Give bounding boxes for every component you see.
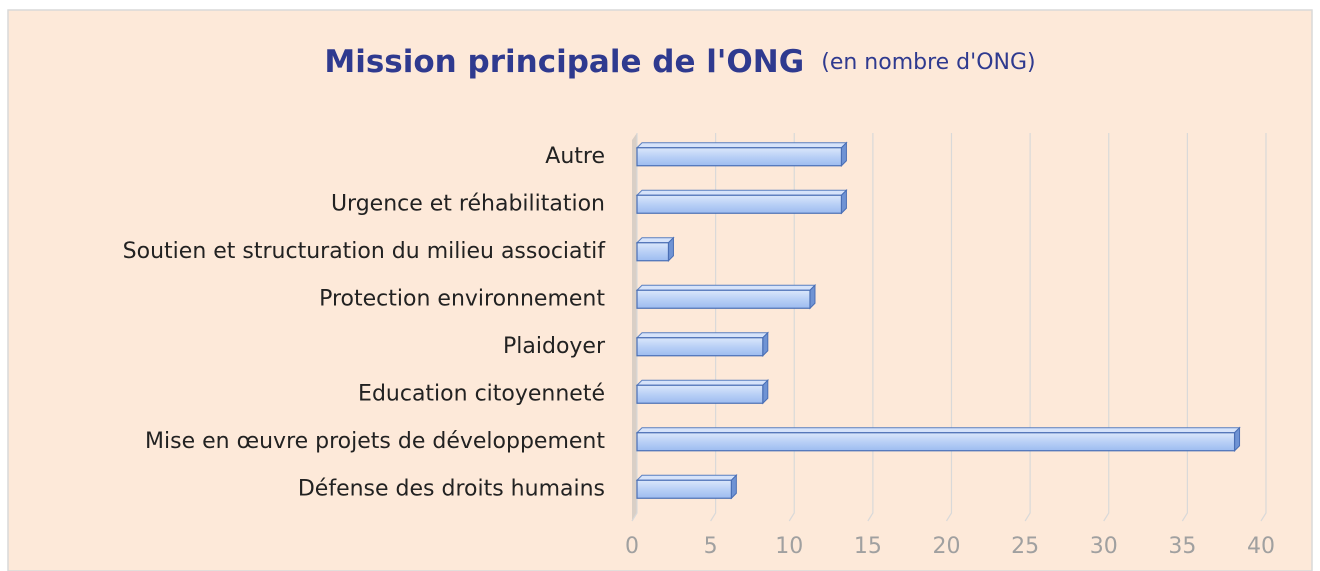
grid-line <box>1103 133 1110 522</box>
grid-line <box>710 133 717 522</box>
y-tick-label: Mise en œuvre projets de développement <box>145 429 605 454</box>
x-tick-label: 25 <box>1011 534 1039 559</box>
chart-subtitle: (en nombre d'ONG) <box>821 50 1035 75</box>
x-tick-label: 35 <box>1168 534 1196 559</box>
bar <box>636 289 811 309</box>
bar <box>636 432 1236 452</box>
bar <box>636 384 764 404</box>
y-tick-label: Education citoyenneté <box>358 381 605 406</box>
x-tick-label: 15 <box>854 534 882 559</box>
bar-top <box>635 474 738 481</box>
chart-heading: Mission principale de l'ONG (en nombre d… <box>324 44 1035 80</box>
grid-line <box>945 133 953 522</box>
bar <box>636 337 764 357</box>
bar-top <box>635 427 1241 434</box>
bar <box>636 194 843 214</box>
y-tick-label: Protection environnement <box>319 286 605 311</box>
grid-line <box>1181 133 1188 522</box>
bar-top <box>635 189 848 196</box>
grid-line <box>1024 133 1031 522</box>
x-tick-label: 5 <box>704 534 718 559</box>
x-tick-label: 30 <box>1090 534 1118 559</box>
y-tick-label: Défense des droits humains <box>298 476 605 501</box>
bar <box>636 479 732 499</box>
x-tick-label: 20 <box>933 534 961 559</box>
bar-top <box>635 284 817 291</box>
bar-top <box>635 332 770 339</box>
x-tick-label: 0 <box>625 534 639 559</box>
axis-wall <box>632 133 637 520</box>
y-tick-label: Plaidoyer <box>503 334 606 359</box>
y-tick-label: Soutien et structuration du milieu assoc… <box>123 239 607 264</box>
grid-line <box>867 133 874 522</box>
bar <box>636 242 670 262</box>
bar <box>636 147 843 167</box>
grid-line <box>1260 133 1267 522</box>
y-tick-label: Urgence et réhabilitation <box>331 191 605 216</box>
y-tick-label: Autre <box>545 144 605 169</box>
x-tick-label: 40 <box>1247 534 1275 559</box>
grid-line <box>788 133 795 522</box>
x-tick-label: 10 <box>775 534 803 559</box>
bar-top <box>635 142 848 149</box>
chart-title: Mission principale de l'ONG <box>324 44 804 80</box>
bar-top <box>635 379 770 386</box>
bar-top <box>635 237 675 244</box>
